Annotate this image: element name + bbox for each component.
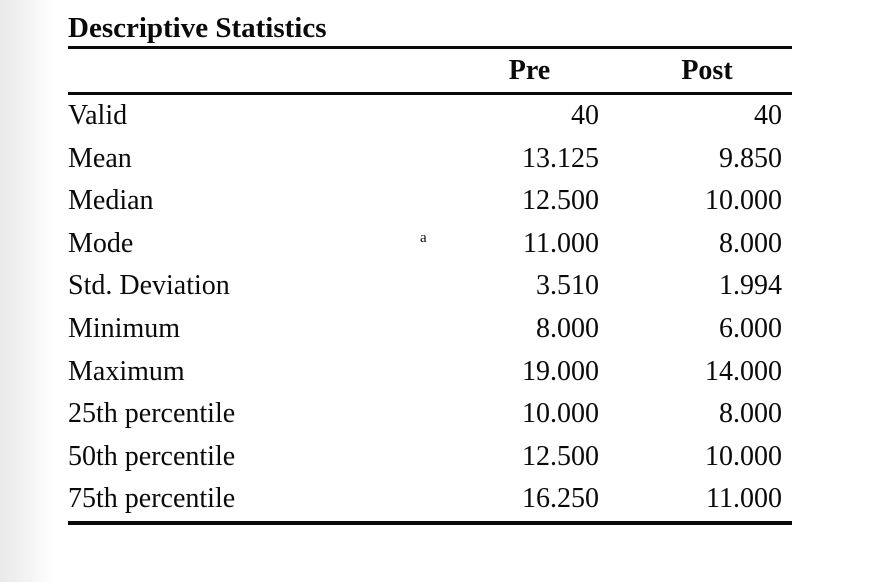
row-label: 75th percentile <box>68 483 236 515</box>
row-label: Std. Deviation <box>68 270 230 302</box>
header-post: Post <box>681 55 733 86</box>
page-edge-shading <box>0 0 58 582</box>
rule-under-header <box>68 92 792 95</box>
pre-value: 12.500 <box>522 440 599 472</box>
pre-value: 40 <box>571 100 599 131</box>
row-label: 50th percentile <box>68 440 236 472</box>
pre-value: 3.510 <box>536 270 599 302</box>
rule-under-title <box>68 46 792 49</box>
table-row: Mode a 11.000 8.000 <box>68 223 792 266</box>
table-row: Median 12.500 10.000 <box>68 180 792 223</box>
row-label: Median <box>68 185 154 217</box>
post-value: 11.000 <box>706 483 782 515</box>
pre-value: 13.125 <box>522 142 599 174</box>
table-row: 50th percentile 12.500 10.000 <box>68 436 792 479</box>
table-row: Maximum 19.000 14.000 <box>68 351 792 394</box>
post-value: 10.000 <box>705 185 782 217</box>
table-title: Descriptive Statistics <box>68 12 327 44</box>
table-row: 25th percentile 10.000 8.000 <box>68 393 792 436</box>
post-value: 40 <box>754 100 782 131</box>
post-value: 14.000 <box>705 355 782 387</box>
pre-value: 19.000 <box>522 355 599 387</box>
post-value: 10.000 <box>705 440 782 472</box>
post-value: 9.850 <box>719 142 782 174</box>
row-label: Mean <box>68 142 132 174</box>
post-value: 8.000 <box>719 398 782 430</box>
row-label: Minimum <box>68 312 181 344</box>
row-label: Maximum <box>68 355 185 387</box>
header-label-spacer <box>68 49 457 92</box>
row-label: Valid <box>68 100 128 131</box>
post-value: 1.994 <box>719 270 782 302</box>
table-row: Minimum 8.000 6.000 <box>68 308 792 351</box>
mode-footnote-marker: a <box>420 229 427 246</box>
header-pre: Pre <box>508 55 551 86</box>
row-label: Mode a <box>68 223 457 266</box>
pre-value: 16.250 <box>522 483 599 515</box>
table-row: Valid 40 40 <box>68 95 792 138</box>
pre-value: 12.500 <box>522 185 599 217</box>
post-value: 6.000 <box>719 312 782 344</box>
table-row: 75th percentile 16.250 11.000 <box>68 478 792 521</box>
table-header-row: Pre Post <box>68 49 792 92</box>
table-row: Mean 13.125 9.850 <box>68 138 792 181</box>
pre-value: 10.000 <box>522 398 599 430</box>
row-label-text: Mode <box>68 227 134 259</box>
post-value: 8.000 <box>719 227 782 259</box>
table-row: Std. Deviation 3.510 1.994 <box>68 265 792 308</box>
row-label: 25th percentile <box>68 398 236 430</box>
pre-value: 8.000 <box>536 312 599 344</box>
pre-value: 11.000 <box>523 227 599 259</box>
rule-table-bottom <box>68 520 792 526</box>
descriptive-statistics-table: Descriptive Statistics Pre Post Valid 40… <box>68 10 792 526</box>
